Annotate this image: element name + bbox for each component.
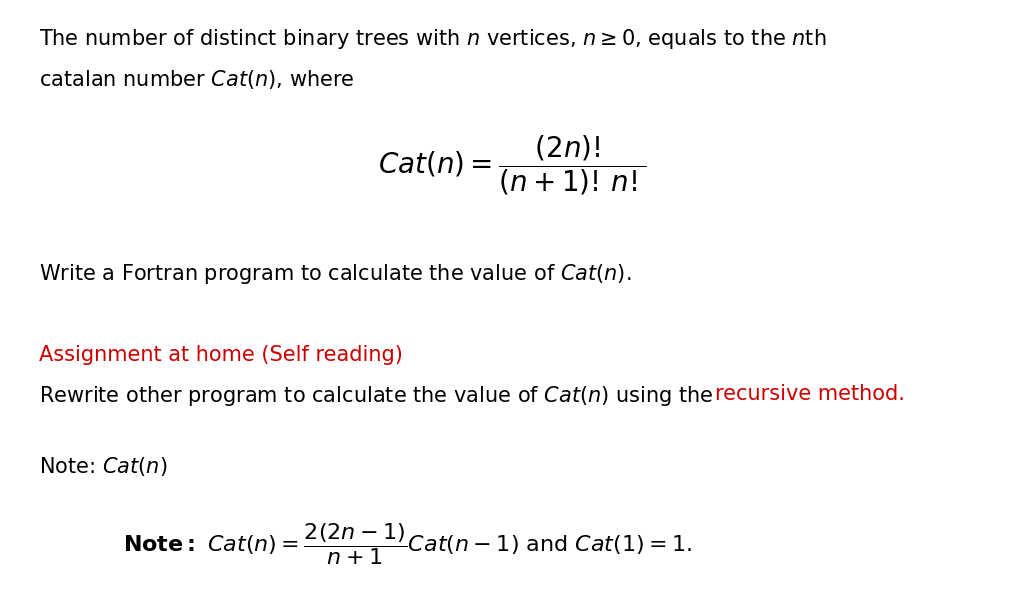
Text: Assignment at home (Self reading): Assignment at home (Self reading): [39, 345, 402, 365]
Text: $\mathbf{Note:}$ $\mathit{Cat}(n) = \dfrac{2(2n-1)}{n+1}\mathit{Cat}(n-1)$ and $: $\mathbf{Note:}$ $\mathit{Cat}(n) = \dfr…: [123, 521, 692, 567]
Text: The number of distinct binary trees with $n$ vertices, $n \geq 0$, equals to the: The number of distinct binary trees with…: [39, 27, 826, 51]
Text: Note: $\mathit{Cat}(n)$: Note: $\mathit{Cat}(n)$: [39, 455, 167, 478]
Text: catalan number $\mathit{Cat}(n)$, where: catalan number $\mathit{Cat}(n)$, where: [39, 68, 354, 91]
Text: Rewrite other program to calculate the value of $\mathit{Cat}(n)$ using the: Rewrite other program to calculate the v…: [39, 384, 715, 408]
Text: $\mathit{Cat}(n) = \dfrac{(2n)!}{(n+1)!\,n!}$: $\mathit{Cat}(n) = \dfrac{(2n)!}{(n+1)!\…: [378, 133, 646, 197]
Text: recursive method.: recursive method.: [715, 384, 904, 404]
Text: Write a Fortran program to calculate the value of $\mathit{Cat}(n)$.: Write a Fortran program to calculate the…: [39, 262, 632, 286]
